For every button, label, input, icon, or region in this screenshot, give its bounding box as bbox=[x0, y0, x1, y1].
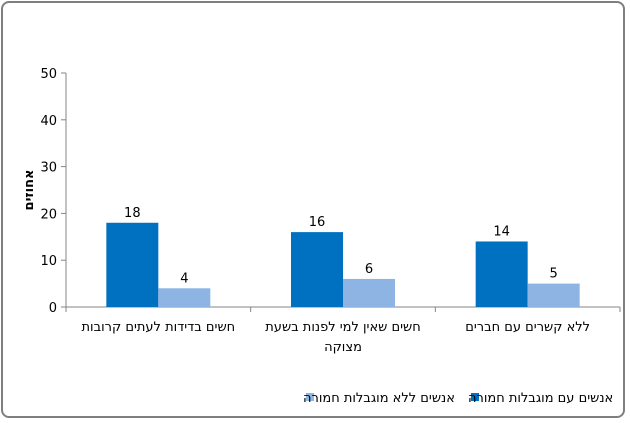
bar bbox=[291, 232, 343, 307]
y-tick-label: 0 bbox=[49, 301, 57, 316]
bar bbox=[527, 283, 580, 307]
bar bbox=[158, 288, 211, 307]
y-tick-label: 10 bbox=[40, 254, 57, 269]
y-tick-label: 50 bbox=[40, 67, 57, 82]
chart-frame bbox=[1, 1, 625, 418]
x-category-label: ללא קשרים עם חברים bbox=[465, 320, 590, 335]
bar bbox=[106, 222, 159, 307]
y-axis-title: אחוזים bbox=[22, 170, 37, 211]
legend-swatch bbox=[471, 393, 479, 401]
legend-label: אנשים עם מוגבלות חמורה bbox=[468, 391, 613, 406]
y-tick-label: 20 bbox=[40, 207, 57, 222]
data-label: 6 bbox=[365, 262, 373, 277]
x-category-label: חשים בדידות לעתים קרובות bbox=[82, 320, 236, 335]
data-label: 14 bbox=[493, 224, 510, 239]
data-label: 4 bbox=[180, 271, 188, 286]
x-category-label: חשים שאין למי לפנות בשעת bbox=[265, 320, 420, 335]
y-tick-label: 40 bbox=[40, 114, 57, 129]
data-label: 5 bbox=[550, 267, 558, 282]
y-tick-label: 30 bbox=[40, 161, 57, 176]
bar bbox=[343, 278, 395, 307]
legend-label: אנשים ללא מוגבלות חמורה bbox=[303, 391, 455, 406]
x-category-label: מצוקה bbox=[324, 340, 362, 355]
bar bbox=[475, 241, 528, 307]
data-label: 18 bbox=[124, 206, 141, 221]
legend-swatch bbox=[306, 393, 314, 401]
data-label: 16 bbox=[309, 215, 326, 230]
